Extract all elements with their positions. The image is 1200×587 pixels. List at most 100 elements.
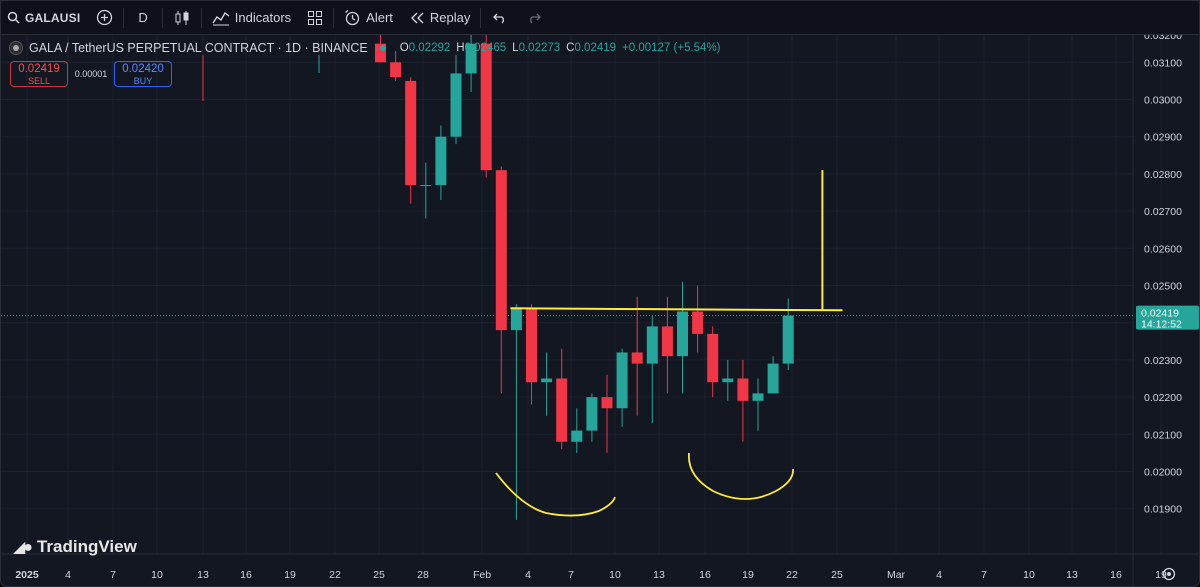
time-axis-tick-label: 13 xyxy=(653,569,665,581)
open-value: 0.02292 xyxy=(408,42,451,54)
price-axis-tick-label: 0.02700 xyxy=(1144,206,1182,218)
candle-body xyxy=(405,80,417,186)
buy-label: BUY xyxy=(133,76,153,86)
low-label: L xyxy=(512,42,519,54)
neckline-drawing xyxy=(510,307,843,312)
sell-button[interactable]: 0.02419 SELL xyxy=(10,61,68,87)
toolbar-divider xyxy=(200,7,202,28)
candle-body xyxy=(390,62,402,78)
candles-icon xyxy=(175,10,189,25)
time-axis-tick-label: 25 xyxy=(831,569,843,581)
replay-button[interactable]: Replay xyxy=(401,1,478,35)
trade-panel: 0.02419 SELL 0.00001 0.02420 BUY xyxy=(10,61,172,87)
indicators-button[interactable]: Indicators xyxy=(204,1,299,35)
close-label: C xyxy=(566,42,575,54)
alarm-clock-icon xyxy=(345,9,360,26)
time-axis-tick-label: 16 xyxy=(240,569,252,581)
compare-button[interactable] xyxy=(88,1,121,35)
candle-body xyxy=(435,136,447,186)
buy-price: 0.02420 xyxy=(122,63,164,75)
price-axis-tick-label: 0.03100 xyxy=(1144,57,1182,69)
sell-price: 0.02419 xyxy=(18,63,60,75)
candle-body xyxy=(420,185,432,187)
alert-button[interactable]: Alert xyxy=(336,1,401,35)
indicators-icon xyxy=(212,11,230,25)
tradingview-logo[interactable]: ◢● TradingView xyxy=(13,537,137,557)
candle-body xyxy=(677,311,688,357)
gear-ring xyxy=(1162,567,1176,581)
candle-body xyxy=(510,307,522,331)
candle-body xyxy=(646,326,658,364)
symbol-name: GALAUSI xyxy=(25,10,81,25)
time-axis-tick-label: 7 xyxy=(981,569,987,581)
candle-body xyxy=(556,378,568,442)
time-axis-tick-label: 28 xyxy=(417,569,429,581)
time-axis-tick-label: 2025 xyxy=(15,569,39,581)
time-axis-tick-label: 7 xyxy=(110,569,116,581)
time-axis-tick-label: 22 xyxy=(786,569,798,581)
price-axis-tick-label: 0.02200 xyxy=(1144,392,1182,404)
candle-body xyxy=(737,378,749,401)
sell-label: SELL xyxy=(27,76,51,86)
time-axis-tick-label: 22 xyxy=(329,569,341,581)
candle-body xyxy=(616,352,628,409)
candle-body xyxy=(722,378,734,383)
last-price-label-box xyxy=(1136,305,1199,330)
time-axis-tick-label: 4 xyxy=(936,569,942,581)
time-axis-tick-label: 10 xyxy=(1023,569,1035,581)
spread-value: 0.00001 xyxy=(74,69,108,79)
price-axis-tick-label: 0.02800 xyxy=(1144,169,1182,181)
close-value: 0.02419 xyxy=(574,42,617,54)
time-axis-tick-label: 13 xyxy=(197,569,209,581)
symbol-logo-icon xyxy=(9,41,23,55)
time-axis-tick-label: 19 xyxy=(284,569,296,581)
price-axis-tick-label: 0.03000 xyxy=(1144,95,1182,107)
open-label: O xyxy=(399,42,409,54)
high-value: 0.02465 xyxy=(464,42,507,54)
undo-icon xyxy=(493,13,505,23)
time-axis-tick-label: 16 xyxy=(1110,569,1122,581)
price-axis-tick-label: 0.02500 xyxy=(1144,281,1182,293)
redo-button[interactable] xyxy=(517,1,551,35)
candle-body xyxy=(631,352,643,364)
settings-gear-icon[interactable] xyxy=(1162,567,1176,581)
layout-button[interactable] xyxy=(299,1,331,35)
bar-countdown-label: 14:12:52 xyxy=(1141,319,1182,331)
price-axis-tick-label: 0.02300 xyxy=(1144,355,1182,367)
series-legend: GALA / TetherUS PERPETUAL CONTRACT · 1D … xyxy=(9,41,721,55)
top-toolbar: GALAUSI D Indicators Alert Replay xyxy=(1,1,1199,35)
gear-hub xyxy=(1167,572,1171,576)
price-axis-tick-label: 0.03200 xyxy=(1144,35,1182,42)
price-axis-tick-label: 0.02900 xyxy=(1144,132,1182,144)
market-status-dot xyxy=(379,45,386,51)
plus-circle-icon xyxy=(97,9,113,26)
candle-body xyxy=(480,43,492,171)
replay-label: Replay xyxy=(429,10,471,25)
symbol-search[interactable]: GALAUSI xyxy=(1,1,88,35)
candle-body xyxy=(707,333,719,383)
time-axis-tick-label: 4 xyxy=(525,569,531,581)
legend-title: GALA / TetherUS PERPETUAL CONTRACT · 1D … xyxy=(29,41,368,55)
undo-button[interactable] xyxy=(483,1,517,35)
candle-body xyxy=(526,307,537,383)
candle-body xyxy=(465,43,477,74)
toolbar-divider xyxy=(123,7,125,28)
interval-button[interactable]: D xyxy=(126,1,159,35)
toolbar-divider xyxy=(480,7,482,28)
last-price-label: 0.02419 xyxy=(1141,308,1179,320)
time-axis-tick-label: 19 xyxy=(1155,569,1167,581)
candle-body xyxy=(375,43,386,63)
toolbar-divider xyxy=(333,7,335,28)
left-shoulder-drawing xyxy=(495,472,616,517)
change-value: +0.00127 (+5.54%) xyxy=(622,42,721,54)
price-axis-tick-label: 0.02600 xyxy=(1144,243,1182,255)
rewind-icon xyxy=(410,12,424,23)
toolbar-divider xyxy=(161,7,163,28)
price-chart[interactable]: 0.03100 0.03000 0.02900 0.02800 0.02700 0.026… xyxy=(1,35,1200,587)
chart-type-button[interactable] xyxy=(165,1,199,35)
time-axis-tick-label: Feb xyxy=(473,569,491,581)
buy-button[interactable]: 0.02420 BUY xyxy=(114,61,172,87)
time-axis-tick-label: 25 xyxy=(373,569,385,581)
redo-icon xyxy=(530,13,542,23)
